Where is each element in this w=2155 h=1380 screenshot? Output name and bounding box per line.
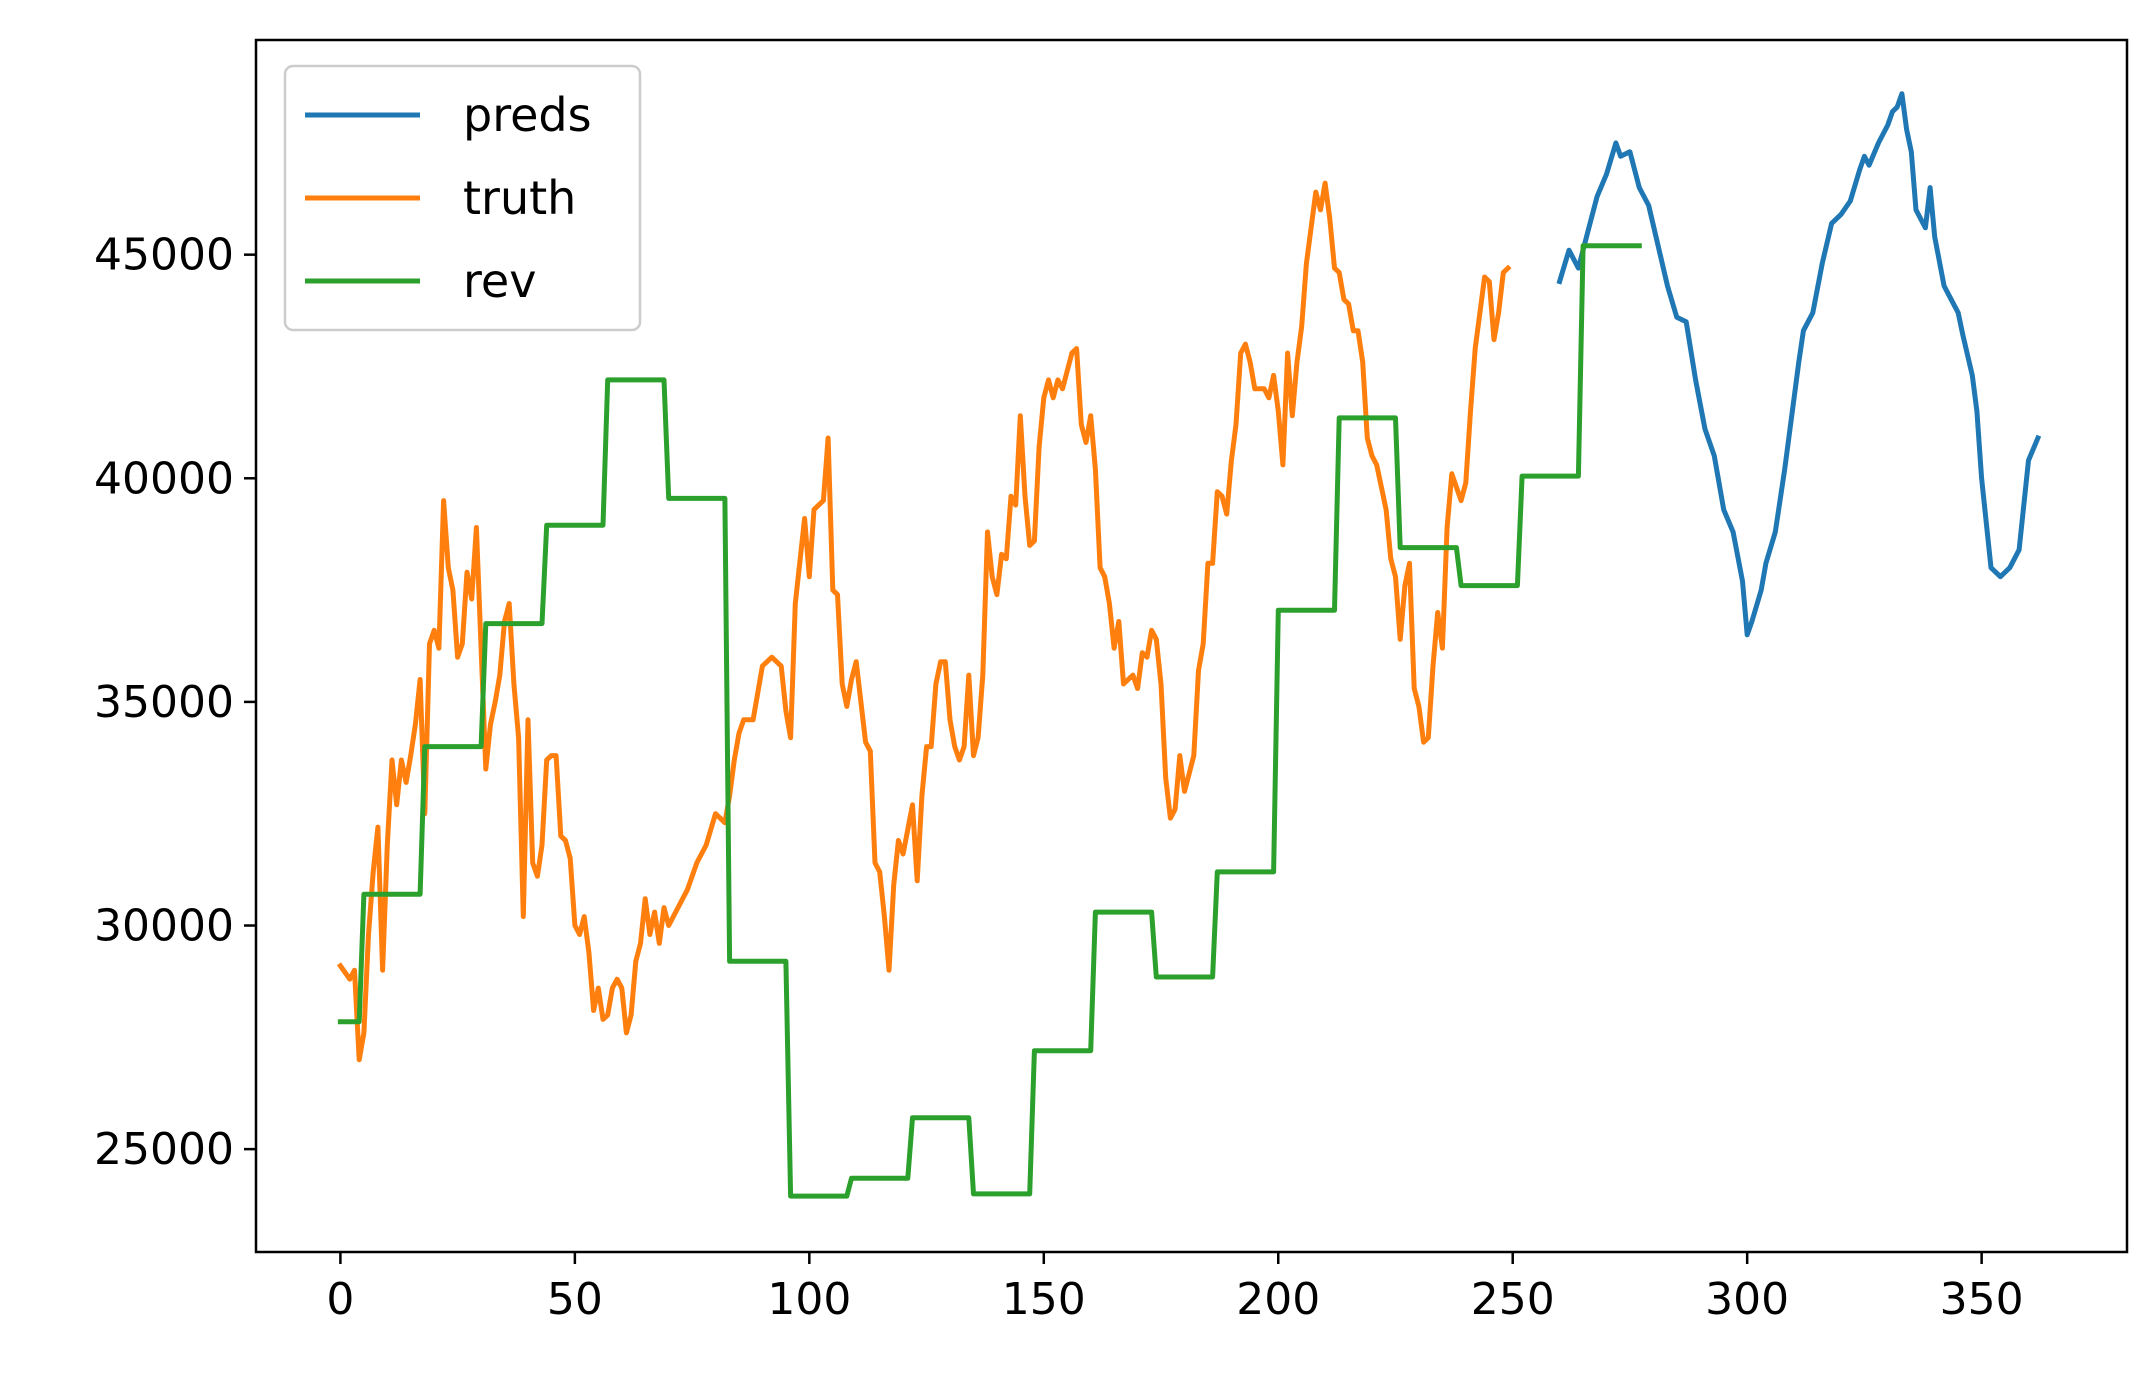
y-tick-label: 40000 <box>94 453 234 504</box>
legend-label-rev: rev <box>463 254 536 308</box>
x-axis: 0 50 100 150 200 250 300 350 <box>326 1252 2024 1325</box>
x-tick-label: 300 <box>1705 1274 1789 1325</box>
x-tick-label: 200 <box>1236 1274 1320 1325</box>
legend-label-preds: preds <box>463 88 592 142</box>
series-line-truth <box>336 180 1512 1063</box>
y-axis: 25000 30000 35000 40000 45000 <box>94 230 256 1175</box>
x-tick-label: 250 <box>1471 1274 1555 1325</box>
y-tick-label: 30000 <box>94 901 234 952</box>
y-tick-label: 35000 <box>94 677 234 728</box>
x-tick-label: 100 <box>767 1274 851 1325</box>
series-line-preds <box>1556 91 2042 638</box>
x-tick-label: 350 <box>1940 1274 2024 1325</box>
plot-series-layer <box>336 91 2042 1199</box>
series-line-rev <box>337 243 1642 1199</box>
y-tick-label: 45000 <box>94 230 234 281</box>
legend: preds truth rev <box>283 64 642 332</box>
x-tick-label: 150 <box>1002 1274 1086 1325</box>
legend-box <box>283 64 642 332</box>
legend-label-truth: truth <box>463 171 576 225</box>
y-tick-label: 25000 <box>94 1124 234 1175</box>
x-tick-label: 0 <box>326 1274 354 1325</box>
plot-area-frame <box>254 38 2129 1254</box>
x-tick-label: 50 <box>547 1274 603 1325</box>
